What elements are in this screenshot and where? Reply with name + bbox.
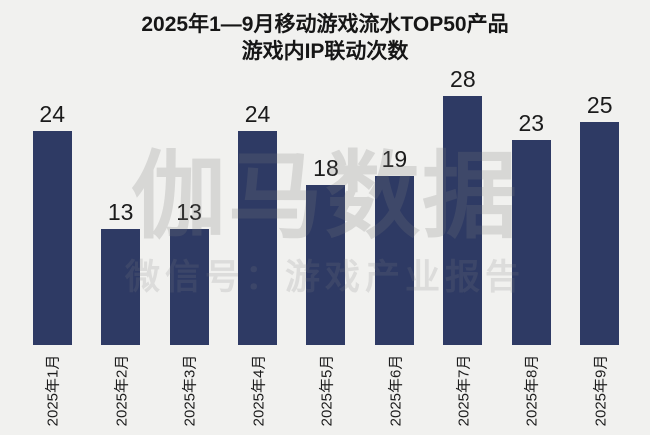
bar-value-label: 19 [381, 145, 408, 172]
bar-column: 13 [155, 198, 223, 345]
bar-value-label: 13 [107, 198, 134, 225]
x-axis-labels: 2025年1月 2025年2月 2025年3月 2025年4月 2025年5月 2025年… [0, 345, 650, 435]
bar-column: 23 [497, 109, 565, 345]
bar-column: 13 [86, 198, 154, 345]
bar-value-label: 13 [176, 198, 202, 225]
x-axis-label: 2025年6月 [360, 345, 428, 435]
x-axis-label: 2025年4月 [223, 345, 291, 435]
bar [238, 131, 278, 345]
x-axis-label: 2025年5月 [292, 345, 360, 435]
x-axis-label: 2025年8月 [497, 345, 565, 435]
bar-column: 24 [18, 100, 86, 345]
bar-value-label: 18 [313, 154, 339, 181]
bar-column: 18 [292, 154, 360, 345]
x-axis-label-text: 2025年6月 [386, 354, 404, 426]
bar-column: 19 [360, 145, 428, 345]
plot-area: 24 13 13 24 18 19 28 23 25 [0, 60, 650, 345]
bar [374, 176, 414, 345]
chart-title-line-1: 2025年1—9月移动游戏流水TOP50产品 [141, 13, 509, 36]
bar [443, 96, 483, 345]
bar-value-label: 23 [518, 109, 545, 136]
x-axis-label: 2025年7月 [429, 345, 497, 435]
x-axis-label: 2025年3月 [155, 345, 223, 435]
bar [32, 131, 72, 345]
x-axis-label-text: 2025年7月 [455, 354, 473, 426]
bar [101, 229, 141, 345]
bar [306, 185, 346, 345]
bar-column: 28 [429, 65, 497, 345]
bar-value-label: 24 [39, 100, 66, 127]
bar-value-label: 24 [244, 100, 271, 127]
x-axis-label-text: 2025年4月 [250, 354, 268, 426]
bar [580, 122, 620, 345]
bar [169, 229, 209, 345]
bar-value-label: 25 [586, 91, 613, 118]
x-axis-label-text: 2025年1月 [44, 354, 62, 426]
x-axis-label-text: 2025年2月 [113, 354, 131, 426]
chart-title-line-2: 游戏内IP联动次数 [241, 40, 409, 63]
bar-value-label: 28 [450, 65, 476, 92]
bar-column: 24 [223, 100, 291, 345]
x-axis-label-text: 2025年8月 [523, 354, 541, 426]
chart-title: 2025年1—9月移动游戏流水TOP50产品 游戏内IP联动次数 [0, 11, 650, 65]
x-axis-label: 2025年9月 [566, 345, 634, 435]
x-axis-label-text: 2025年3月 [181, 354, 199, 426]
bar-column: 25 [566, 91, 634, 345]
bar [511, 140, 551, 345]
x-axis-label-text: 2025年9月 [592, 354, 610, 426]
x-axis-label: 2025年2月 [86, 345, 154, 435]
x-axis-label-text: 2025年5月 [318, 354, 336, 426]
x-axis-label: 2025年1月 [18, 345, 86, 435]
